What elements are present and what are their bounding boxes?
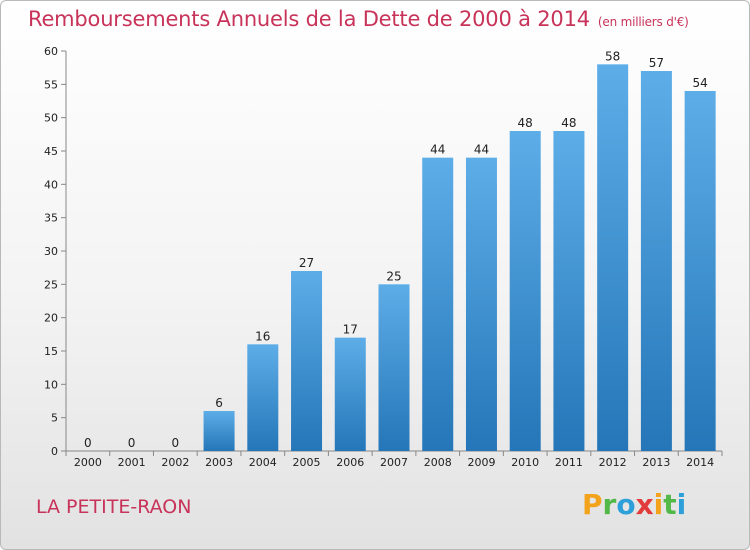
bar [509, 131, 541, 451]
chart-subtitle: (en milliers d'€) [597, 15, 689, 29]
bar-value-label: 58 [605, 49, 620, 63]
bar [553, 131, 585, 451]
bar [597, 64, 629, 452]
y-tick-label: 45 [44, 145, 58, 158]
bar-value-label: 25 [386, 269, 401, 283]
x-tick-label: 2007 [380, 456, 408, 469]
y-tick-label: 55 [44, 78, 58, 91]
y-tick-label: 30 [44, 245, 58, 258]
bar [422, 157, 454, 451]
bar-value-label: 44 [474, 143, 489, 157]
bar-value-label: 44 [430, 143, 445, 157]
x-tick-label: 2014 [686, 456, 714, 469]
x-tick-label: 2005 [293, 456, 321, 469]
y-tick-label: 35 [44, 212, 58, 225]
bar [334, 337, 366, 451]
bar-value-label: 48 [518, 116, 533, 130]
location-name: LA PETITE-RAON [36, 496, 192, 518]
x-tick-label: 2002 [161, 456, 189, 469]
x-tick-label: 2011 [555, 456, 583, 469]
y-tick-label: 0 [51, 445, 58, 458]
y-tick-label: 10 [44, 378, 58, 391]
bar-value-label: 48 [561, 116, 576, 130]
proxiti-logo: Proxiti [582, 488, 687, 521]
bar [465, 157, 497, 451]
bar-value-label: 57 [649, 56, 664, 70]
y-tick-label: 40 [44, 178, 58, 191]
y-tick-label: 5 [51, 412, 58, 425]
bars [203, 64, 716, 452]
bar [378, 284, 410, 451]
bar [203, 411, 235, 451]
x-tick-label: 2003 [205, 456, 233, 469]
x-tick-label: 2013 [642, 456, 670, 469]
y-tick-label: 50 [44, 112, 58, 125]
x-tick-label: 2006 [336, 456, 364, 469]
x-tick-label: 2010 [511, 456, 539, 469]
y-tick-label: 60 [44, 45, 58, 58]
bar-value-label: 6 [215, 396, 223, 410]
bar-value-label: 54 [692, 76, 707, 90]
bar [640, 71, 672, 451]
y-tick-label: 20 [44, 312, 58, 325]
x-tick-label: 2009 [467, 456, 495, 469]
bar-value-label: 27 [299, 256, 314, 270]
x-tick-label: 2001 [118, 456, 146, 469]
bar-value-label: 0 [84, 436, 92, 450]
bar-value-label: 0 [172, 436, 180, 450]
bar [291, 271, 323, 451]
value-labels: 0 0 0 6 16 27 17 25 44 44 48 48 58 57 54 [84, 49, 708, 450]
bar-value-label: 17 [343, 323, 358, 337]
bar-value-label: 0 [128, 436, 136, 450]
y-tick-label: 15 [44, 345, 58, 358]
y-tick-label: 25 [44, 278, 58, 291]
x-tick-label: 2008 [424, 456, 452, 469]
chart-title-text: Remboursements Annuels de la Dette de 20… [28, 7, 590, 31]
chart-title: Remboursements Annuels de la Dette de 20… [28, 7, 689, 31]
x-tick-label: 2004 [249, 456, 277, 469]
bar [247, 344, 279, 451]
x-tick-label: 2000 [74, 456, 102, 469]
bar [684, 91, 716, 451]
x-tick-label: 2012 [599, 456, 627, 469]
bar-value-label: 16 [255, 329, 270, 343]
